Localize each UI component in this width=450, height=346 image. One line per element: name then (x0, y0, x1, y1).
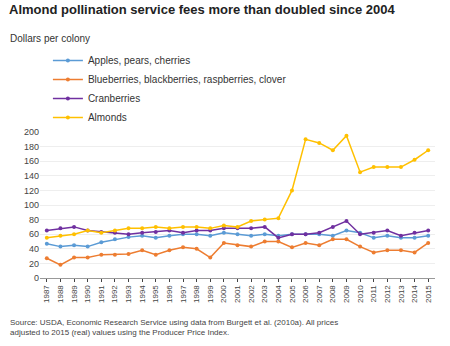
svg-text:1989: 1989 (70, 285, 79, 303)
svg-text:2007: 2007 (315, 285, 324, 303)
svg-text:Apples, pears, cherries: Apples, pears, cherries (88, 55, 190, 66)
svg-text:1997: 1997 (179, 285, 188, 303)
svg-text:1987: 1987 (42, 285, 51, 303)
svg-text:2003: 2003 (260, 285, 269, 303)
svg-text:2014: 2014 (410, 285, 419, 303)
svg-text:180: 180 (24, 142, 39, 152)
svg-text:120: 120 (24, 186, 39, 196)
svg-text:1991: 1991 (97, 285, 106, 303)
svg-text:2006: 2006 (301, 285, 310, 303)
svg-text:140: 140 (24, 171, 39, 181)
svg-text:2000: 2000 (219, 285, 228, 303)
svg-text:2013: 2013 (397, 285, 406, 303)
svg-text:40: 40 (29, 244, 39, 254)
svg-text:1995: 1995 (151, 285, 160, 303)
svg-text:1992: 1992 (111, 285, 120, 303)
svg-text:Source: USDA, Economic Researc: Source: USDA, Economic Research Service … (10, 318, 338, 337)
svg-text:0: 0 (34, 273, 39, 283)
svg-text:100: 100 (24, 200, 39, 210)
svg-text:80: 80 (29, 215, 39, 225)
svg-text:2001: 2001 (233, 285, 242, 303)
svg-text:Cranberries: Cranberries (88, 93, 140, 104)
svg-text:1990: 1990 (83, 285, 92, 303)
svg-text:200: 200 (24, 127, 39, 137)
svg-text:2004: 2004 (274, 285, 283, 303)
svg-text:1998: 1998 (192, 285, 201, 303)
svg-text:2002: 2002 (247, 285, 256, 303)
svg-text:20: 20 (29, 259, 39, 269)
svg-text:Almond pollination service fee: Almond pollination service fees more tha… (9, 2, 396, 17)
svg-text:60: 60 (29, 229, 39, 239)
svg-text:2008: 2008 (328, 285, 337, 303)
svg-text:1994: 1994 (138, 285, 147, 303)
svg-text:1988: 1988 (56, 285, 65, 303)
svg-text:160: 160 (24, 156, 39, 166)
svg-text:Almonds: Almonds (88, 112, 127, 123)
svg-text:1999: 1999 (206, 285, 215, 303)
svg-text:2010: 2010 (356, 285, 365, 303)
svg-text:Dollars per colony: Dollars per colony (10, 33, 90, 44)
svg-text:2009: 2009 (342, 285, 351, 303)
svg-text:1993: 1993 (124, 285, 133, 303)
svg-text:2005: 2005 (288, 285, 297, 303)
svg-text:2015: 2015 (424, 285, 433, 303)
svg-text:2012: 2012 (383, 285, 392, 303)
svg-text:2011: 2011 (369, 285, 378, 303)
svg-text:Blueberries, blackberries, ras: Blueberries, blackberries, raspberries, … (88, 74, 287, 85)
svg-text:1996: 1996 (165, 285, 174, 303)
